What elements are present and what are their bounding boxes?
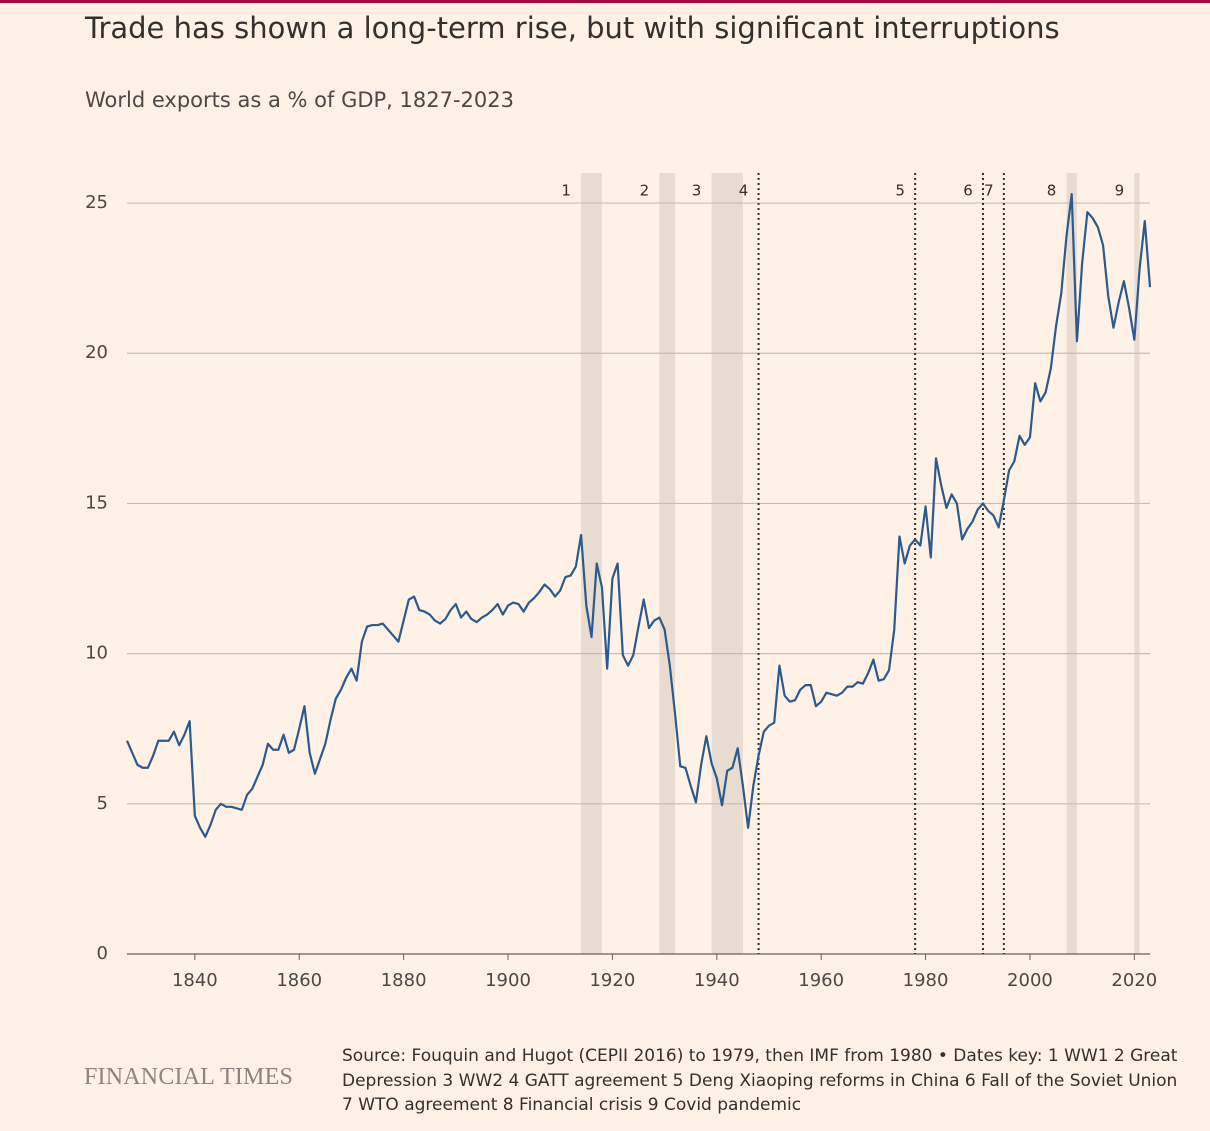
x-tick-label: 2000 <box>1007 970 1053 991</box>
y-tick-label: 5 <box>97 793 108 814</box>
event-band <box>659 173 676 954</box>
x-tick-label: 1920 <box>589 970 635 991</box>
event-band <box>581 173 602 954</box>
event-label: 8 <box>1047 182 1057 200</box>
brand: FINANCIAL TIMES <box>84 1064 294 1090</box>
event-band <box>1134 173 1140 954</box>
y-tick-label: 15 <box>85 492 108 513</box>
x-tick-label: 2020 <box>1111 970 1157 991</box>
event-label: 1 <box>561 182 571 200</box>
event-label: 4 <box>739 182 749 200</box>
event-label: 9 <box>1115 182 1125 200</box>
y-tick-label: 0 <box>97 943 108 964</box>
x-tick-label: 1900 <box>485 970 531 991</box>
event-band <box>1066 173 1077 954</box>
event-label: 3 <box>692 182 702 200</box>
chart-title: Trade has shown a long-term rise, but wi… <box>84 11 1060 45</box>
y-tick-label: 20 <box>85 342 108 363</box>
x-tick-label: 1940 <box>694 970 740 991</box>
x-tick-label: 1840 <box>172 970 218 991</box>
data-line <box>125 192 1152 838</box>
event-label: 7 <box>984 182 994 200</box>
chart: Trade has shown a long-term rise, but wi… <box>0 0 1210 991</box>
event-label: 6 <box>963 182 973 200</box>
y-tick-label: 10 <box>85 643 108 664</box>
y-tick-label: 25 <box>85 192 108 213</box>
top-rule <box>0 0 1210 3</box>
event-label: 2 <box>640 182 650 200</box>
event-label: 5 <box>895 182 905 200</box>
chart-subtitle: World exports as a % of GDP, 1827-2023 <box>85 88 514 112</box>
event-band <box>711 173 743 954</box>
x-tick-label: 1860 <box>276 970 322 991</box>
x-tick-label: 1960 <box>798 970 844 991</box>
source-note: Source: Fouquin and Hugot (CEPII 2016) t… <box>342 1046 1178 1115</box>
x-tick-label: 1880 <box>381 970 427 991</box>
x-tick-label: 1980 <box>903 970 949 991</box>
